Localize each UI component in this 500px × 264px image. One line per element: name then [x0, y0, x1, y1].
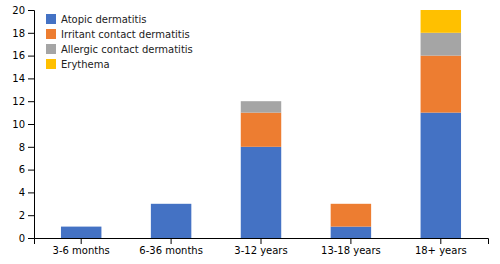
tick: 0 — [19, 233, 34, 244]
tick-mark — [28, 56, 34, 57]
tick-label: 4 — [19, 187, 25, 198]
tick-mark — [28, 170, 34, 171]
tick: 2 — [19, 210, 34, 221]
series — [421, 10, 461, 33]
bar — [61, 226, 101, 227]
x-axis: 3-6 months 6-36 months 3-12 years 13-18 yea… — [35, 238, 489, 256]
tick: 18 — [12, 28, 34, 39]
tick-mark — [28, 101, 34, 102]
tick-mark — [28, 238, 34, 239]
bar — [151, 203, 191, 204]
tick-mark — [171, 238, 172, 244]
bar — [331, 204, 371, 227]
tick: 16 — [12, 50, 34, 61]
axis-line — [35, 239, 489, 245]
tick-mark — [28, 147, 34, 148]
bar — [331, 203, 371, 204]
tick: 8 — [19, 142, 34, 153]
bar — [331, 203, 371, 204]
bar — [241, 101, 281, 102]
legend-swatch — [46, 59, 56, 69]
tick-label: 20 — [12, 5, 25, 16]
bar — [421, 33, 461, 56]
tick-label: 6 — [19, 164, 25, 175]
bar — [421, 56, 461, 113]
tick-mark — [28, 10, 34, 11]
bar — [151, 204, 191, 238]
bar — [241, 101, 281, 112]
tick-label: 14 — [12, 73, 25, 84]
tick-label: 0 — [19, 233, 25, 244]
series — [241, 33, 461, 113]
tick: 13-18 years — [321, 238, 381, 256]
tick: 6-36 months — [139, 238, 203, 256]
tick: 3-6 months — [53, 238, 110, 256]
tick-label: 6-36 months — [139, 245, 203, 256]
bar — [61, 226, 101, 227]
tick-label: 18 — [12, 28, 25, 39]
tick-mark — [261, 238, 262, 244]
tick-label: 2 — [19, 210, 25, 221]
tick: 10 — [12, 119, 34, 130]
tick-mark — [350, 238, 351, 244]
tick-label: 12 — [12, 96, 25, 107]
bar — [151, 203, 191, 204]
legend-item: Atopic dermatitis — [46, 14, 146, 25]
tick-label: 8 — [19, 142, 25, 153]
tick: 6 — [19, 164, 34, 175]
legend-item: Irritant contact dermatitis — [46, 29, 190, 40]
tick-label: 3-6 months — [53, 245, 110, 256]
legend-label: Atopic dermatitis — [61, 14, 146, 25]
tick-mark — [440, 238, 441, 244]
legend-swatch — [46, 14, 56, 24]
tick-mark — [28, 192, 34, 193]
tick-mark — [28, 215, 34, 216]
bar — [151, 203, 191, 204]
legend-label: Irritant contact dermatitis — [61, 29, 190, 40]
tick-label: 13-18 years — [321, 245, 381, 256]
tick-label: 3-12 years — [234, 245, 287, 256]
tick: 12 — [12, 96, 34, 107]
legend-swatch — [46, 29, 56, 39]
legend-item: Erythema — [46, 59, 110, 70]
series — [241, 56, 461, 227]
tick-mark — [28, 124, 34, 125]
bar — [61, 227, 101, 238]
axis-line — [28, 11, 35, 239]
tick: 4 — [19, 187, 34, 198]
legend-label: Erythema — [61, 59, 110, 70]
bar — [61, 226, 101, 227]
y-axis: 0 2 4 6 8 10 12 14 16 18 20 — [12, 5, 34, 244]
tick-label: 18+ years — [415, 245, 467, 256]
tick-mark — [28, 78, 34, 79]
tick: 14 — [12, 73, 34, 84]
legend: Atopic dermatitis Irritant contact dermat… — [46, 14, 193, 70]
bar — [241, 147, 281, 238]
bars — [61, 10, 461, 238]
series — [61, 113, 461, 238]
bar — [421, 113, 461, 238]
tick: 3-12 years — [234, 238, 287, 256]
plot: 024681012141618203-6 months6-36 months3-… — [12, 5, 488, 256]
tick: 20 — [12, 5, 34, 16]
tick-label: 16 — [12, 50, 25, 61]
tick-label: 10 — [12, 119, 25, 130]
tick-mark — [28, 33, 34, 34]
bar — [241, 113, 281, 147]
legend-label: Allergic contact dermatitis — [61, 44, 193, 55]
bar — [421, 10, 461, 33]
bar — [331, 227, 371, 238]
tick-mark — [81, 238, 82, 244]
tick: 18+ years — [415, 238, 467, 256]
legend-swatch — [46, 44, 56, 54]
chart: 024681012141618203-6 months6-36 months3-… — [0, 0, 500, 264]
legend-item: Allergic contact dermatitis — [46, 44, 193, 55]
